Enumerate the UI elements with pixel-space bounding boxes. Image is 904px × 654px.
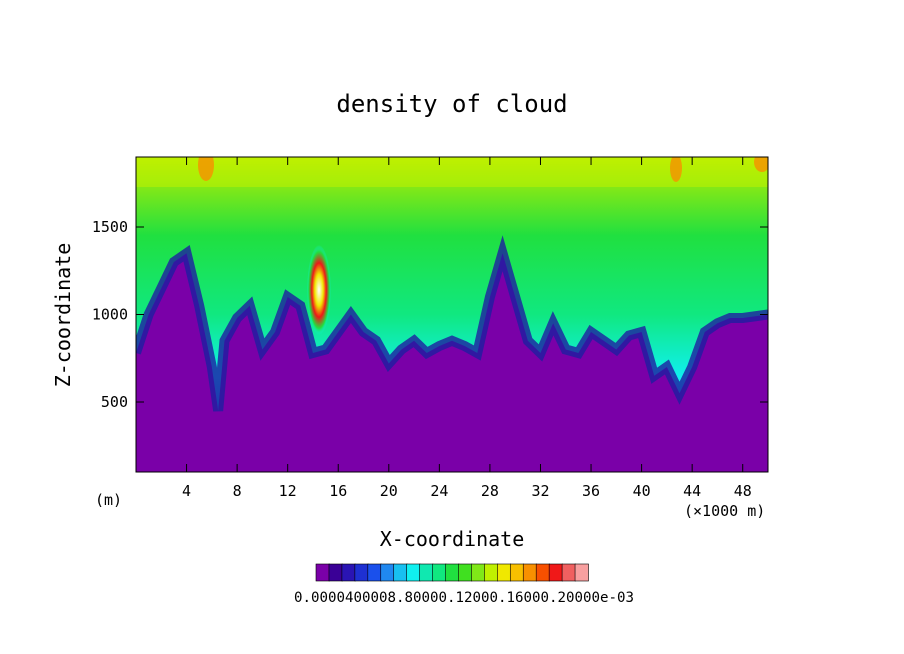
colorbar-swatch bbox=[419, 563, 434, 582]
colorbar-swatch bbox=[484, 563, 499, 582]
x-tick-label: 40 bbox=[633, 482, 651, 500]
x-axis-label: X-coordinate bbox=[380, 527, 525, 551]
plot-area bbox=[136, 157, 768, 472]
colorbar-swatch bbox=[380, 563, 395, 582]
colorbar-swatch bbox=[354, 563, 369, 582]
x-tick-label: 44 bbox=[683, 482, 701, 500]
colorbar-swatch bbox=[574, 563, 589, 582]
colorbar-swatch bbox=[522, 563, 537, 582]
y-tick-label: 1000 bbox=[92, 306, 128, 324]
colorbar-swatch bbox=[406, 563, 421, 582]
x-tick-label: 20 bbox=[380, 482, 398, 500]
x-tick-label: 28 bbox=[481, 482, 499, 500]
colorbar-swatch bbox=[328, 563, 343, 582]
colorbar-labels: 0.0000400008.80000.12000.16000.20000e-03 bbox=[294, 590, 634, 606]
colorbar-swatch bbox=[367, 563, 382, 582]
cloud-top-hotspot-left bbox=[198, 157, 214, 181]
x-tick-label: 24 bbox=[430, 482, 448, 500]
x-tick-label: 8 bbox=[233, 482, 242, 500]
y-tick-label: 500 bbox=[101, 393, 128, 411]
colorbar-swatch bbox=[471, 563, 486, 582]
x-tick-label: 16 bbox=[329, 482, 347, 500]
colorbar-swatch bbox=[535, 563, 550, 582]
colorbar-swatch bbox=[561, 563, 576, 582]
colorbar-swatch bbox=[509, 563, 525, 582]
colorbar-swatch bbox=[432, 563, 447, 582]
x-unit-left: (m) bbox=[95, 491, 122, 509]
colorbar-swatch bbox=[458, 563, 473, 582]
cloud-top-band bbox=[136, 157, 768, 187]
x-tick-label: 48 bbox=[734, 482, 752, 500]
x-tick-label: 12 bbox=[279, 482, 297, 500]
colorbar-swatch bbox=[497, 563, 512, 582]
clear-air-region bbox=[136, 253, 768, 472]
x-tick-label: 32 bbox=[531, 482, 549, 500]
y-axis: 500 1000 1500 bbox=[92, 218, 768, 411]
colorbar-swatch bbox=[548, 563, 563, 582]
x-axis: 4 8 12 16 20 24 28 32 36 40 44 48 bbox=[182, 157, 752, 500]
x-unit-right: (×1000 m) bbox=[684, 502, 765, 520]
colorbar-swatch bbox=[315, 563, 330, 582]
cloud-hotspot bbox=[307, 245, 331, 335]
y-axis-label: Z-coordinate bbox=[51, 243, 75, 388]
colorbar-swatch bbox=[341, 563, 356, 582]
colorbar-swatch bbox=[445, 563, 460, 582]
cloud-top-hotspot-right bbox=[670, 157, 682, 182]
cloud-base-edge bbox=[136, 235, 768, 412]
cloud-top-hotspot-corner bbox=[754, 157, 768, 172]
colorbar bbox=[315, 563, 589, 582]
x-tick-label: 4 bbox=[182, 482, 191, 500]
chart-title: density of cloud bbox=[336, 90, 567, 118]
y-tick-label: 1500 bbox=[92, 218, 128, 236]
colorbar-swatch bbox=[393, 563, 408, 582]
x-tick-label: 36 bbox=[582, 482, 600, 500]
